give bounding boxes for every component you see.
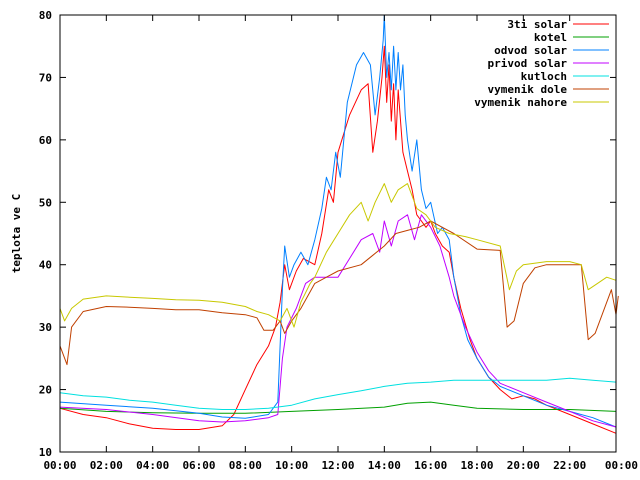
series-line-kotel xyxy=(59,401,617,414)
x-tick-label: 08:00 xyxy=(229,459,262,472)
x-tick-label: 20:00 xyxy=(507,459,540,472)
x-tick-label: 12:00 xyxy=(321,459,354,472)
x-tick-label: 18:00 xyxy=(460,459,493,472)
x-tick-label: 00:00 xyxy=(43,459,76,472)
series-line-vymenik-nahore xyxy=(59,183,617,328)
legend-label: 3ti solar xyxy=(507,18,567,31)
y-tick-label: 10 xyxy=(39,446,52,459)
legend-label: kutloch xyxy=(521,70,567,83)
x-tick-label: 22:00 xyxy=(553,459,586,472)
x-tick-label: 14:00 xyxy=(368,459,401,472)
y-tick-label: 40 xyxy=(39,259,52,272)
series-line-odvod-solar xyxy=(59,14,617,428)
legend-label: kotel xyxy=(534,31,567,44)
x-tick-label: 02:00 xyxy=(90,459,123,472)
legend-label: vymenik nahore xyxy=(474,96,567,109)
axis-ticks: 10 20 30 40 50 60 70 80 00:00 02:00 04:00 06:00 08:0… xyxy=(39,9,638,472)
series-line-kutloch xyxy=(59,377,617,410)
x-tick-label: 00:00 xyxy=(605,459,638,472)
series-lines xyxy=(59,14,619,434)
x-tick-label: 04:00 xyxy=(136,459,169,472)
legend-label: privod solar xyxy=(488,57,568,70)
series-line-3ti-solar xyxy=(59,45,617,434)
y-tick-label: 20 xyxy=(39,384,52,397)
x-tick-label: 16:00 xyxy=(414,459,447,472)
y-tick-label: 80 xyxy=(39,9,52,22)
y-tick-label: 50 xyxy=(39,196,52,209)
x-tick-label: 10:00 xyxy=(275,459,308,472)
series-line-privod-solar xyxy=(59,214,617,428)
series-line-vymenik-dole xyxy=(59,220,619,366)
y-tick-label: 30 xyxy=(39,321,52,334)
y-axis-title: teplota ve C xyxy=(10,194,23,273)
legend-label: odvod solar xyxy=(494,44,567,57)
legend-label: vymenik dole xyxy=(488,83,568,96)
x-tick-label: 06:00 xyxy=(182,459,215,472)
y-tick-label: 70 xyxy=(39,71,52,84)
y-tick-label: 60 xyxy=(39,134,52,147)
